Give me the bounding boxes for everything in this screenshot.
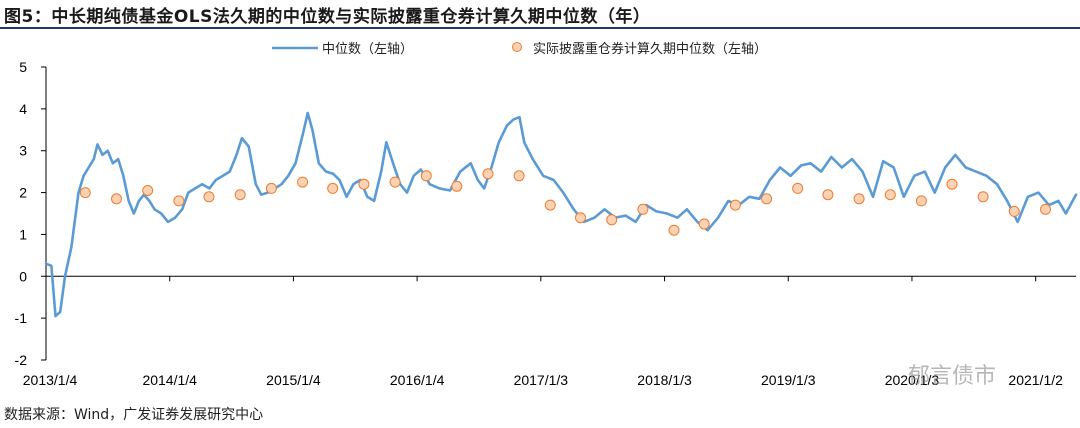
x-tick-label: 2019/1/3 [761, 372, 816, 388]
scatter-point-disclosed [173, 195, 185, 207]
scatter-point-disclosed [698, 218, 710, 230]
y-tick-label: 3 [19, 143, 27, 159]
x-tick-label: 2017/1/3 [514, 372, 569, 388]
scatter-point-disclosed [637, 203, 649, 215]
scatter-point-disclosed [234, 189, 246, 201]
y-tick-label: 5 [19, 59, 27, 75]
y-axis: -2 -1 0 1 2 3 4 5 [15, 59, 47, 368]
scatter-point-disclosed [203, 191, 215, 203]
x-tick-label: 2021/1/2 [1008, 372, 1063, 388]
scatter-point-disclosed [79, 187, 91, 199]
scatter-point-disclosed [111, 193, 122, 205]
scatter-point-disclosed [544, 199, 556, 211]
y-tick-label: 4 [19, 101, 27, 117]
legend: 中位数（左轴） 实际披露重仓券计算久期中位数（左轴） [272, 41, 767, 57]
plot-area [44, 111, 1078, 318]
y-tick-label: -1 [15, 310, 28, 326]
y-tick-label: 0 [19, 268, 27, 284]
scatter-point-disclosed [482, 168, 494, 180]
scatter-point-disclosed [884, 189, 896, 201]
x-tick-label: 2013/1/4 [23, 372, 78, 388]
scatter-point-disclosed [915, 195, 927, 207]
x-tick-label: 2018/1/3 [637, 372, 692, 388]
series-line-median [44, 111, 1078, 318]
scatter-point-disclosed [142, 185, 154, 196]
y-tick-label: 1 [19, 226, 27, 242]
scatter-point-disclosed [729, 199, 741, 211]
x-axis: 2013/1/4 2014/1/4 2015/1/4 2016/1/4 2017/1/3… [23, 275, 1076, 388]
scatter-point-disclosed [792, 182, 804, 194]
x-tick-label: 2016/1/4 [390, 372, 445, 388]
scatter-point-disclosed [606, 214, 618, 226]
scatter-point-disclosed [1040, 203, 1051, 215]
scatter-point-disclosed [946, 178, 958, 190]
x-tick-label: 2015/1/4 [266, 372, 321, 388]
scatter-point-disclosed [513, 170, 525, 182]
legend-label-disclosed: 实际披露重仓券计算久期中位数（左轴） [533, 41, 767, 57]
x-tick-label: 2014/1/4 [142, 372, 197, 388]
watermark-text: 郁言债市 [908, 364, 997, 389]
duration-chart: 中位数（左轴） 实际披露重仓券计算久期中位数（左轴） -2 -1 0 1 2 3 4 5 20… [15, 41, 1078, 388]
scatter-point-disclosed [327, 182, 339, 194]
scatter-point-disclosed [420, 170, 432, 182]
scatter-point-disclosed [853, 193, 865, 205]
scatter-point-disclosed [265, 182, 277, 194]
scatter-point-disclosed [358, 178, 370, 190]
scatter-point-disclosed [822, 189, 834, 201]
y-tick-label: -2 [15, 352, 28, 368]
chart-title: 图5：中长期纯债基金OLS法久期的中位数与实际披露重仓券计算久期中位数（年） [4, 7, 651, 27]
y-tick-label: 2 [19, 185, 27, 201]
legend-marker-swatch [512, 42, 522, 52]
x-tick-label: 2020/1/3 [885, 372, 940, 388]
scatter-point-disclosed [761, 193, 773, 205]
scatter-point-disclosed [668, 224, 680, 236]
title-underline [0, 27, 1080, 29]
scatter-point-disclosed [977, 191, 989, 203]
scatter-point-disclosed [297, 176, 309, 188]
legend-label-median: 中位数（左轴） [322, 42, 413, 57]
scatter-point-disclosed [575, 212, 586, 224]
scatter-point-disclosed [389, 176, 401, 188]
data-source-note: 数据来源：Wind，广发证券发展研究中心 [4, 407, 264, 423]
scatter-point-disclosed [1008, 205, 1020, 217]
scatter-point-disclosed [451, 180, 463, 192]
